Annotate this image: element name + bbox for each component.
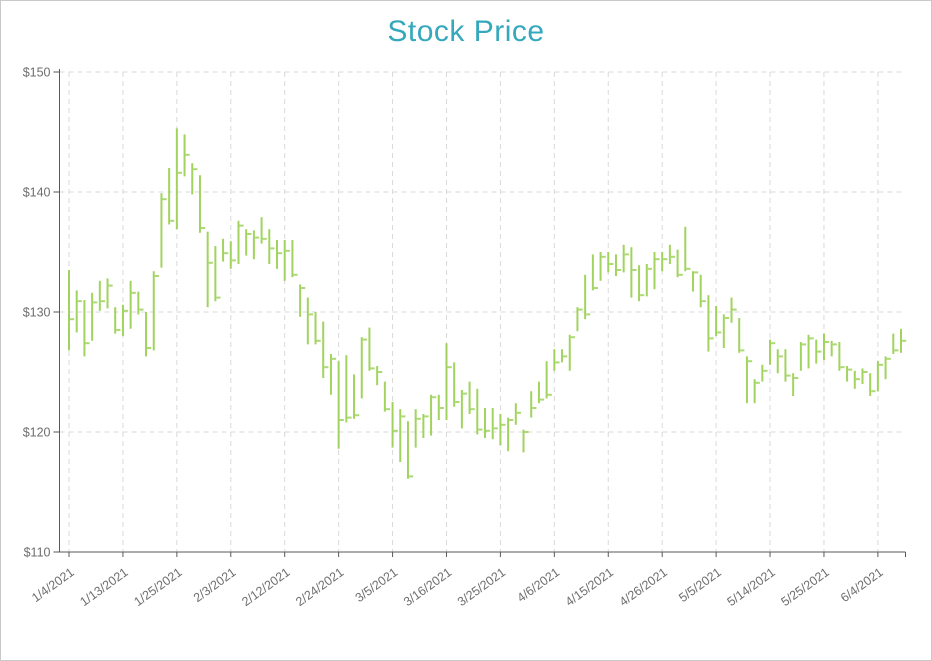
- y-axis-label: $150: [23, 66, 51, 80]
- x-axis-label: 3/16/2021: [401, 565, 454, 609]
- x-axis-label: 1/4/2021: [29, 565, 77, 605]
- chart-title: Stock Price: [387, 15, 545, 48]
- y-axis-label: $140: [23, 186, 51, 200]
- x-axis-label: 5/5/2021: [676, 565, 724, 605]
- x-axis-label: 2/12/2021: [239, 565, 292, 609]
- x-axis-label: 1/13/2021: [77, 565, 130, 609]
- x-axis-label: 4/6/2021: [514, 565, 562, 605]
- x-axis-label: 2/3/2021: [191, 565, 239, 605]
- x-axis-label: 5/14/2021: [725, 565, 778, 609]
- x-axis-label: 1/25/2021: [131, 565, 184, 609]
- x-axis-label: 6/4/2021: [838, 565, 886, 605]
- y-axis-label: $110: [24, 546, 51, 560]
- x-axis-label: 3/5/2021: [353, 565, 401, 605]
- x-axis-label: 5/25/2021: [779, 565, 832, 609]
- x-axis-label: 4/15/2021: [563, 565, 616, 609]
- x-axis-label: 2/24/2021: [293, 565, 346, 609]
- y-axis-label: $130: [23, 306, 51, 320]
- y-axis-label: $120: [23, 426, 51, 440]
- x-axis-label: 4/26/2021: [617, 565, 670, 609]
- x-axis-label: 3/25/2021: [455, 565, 508, 609]
